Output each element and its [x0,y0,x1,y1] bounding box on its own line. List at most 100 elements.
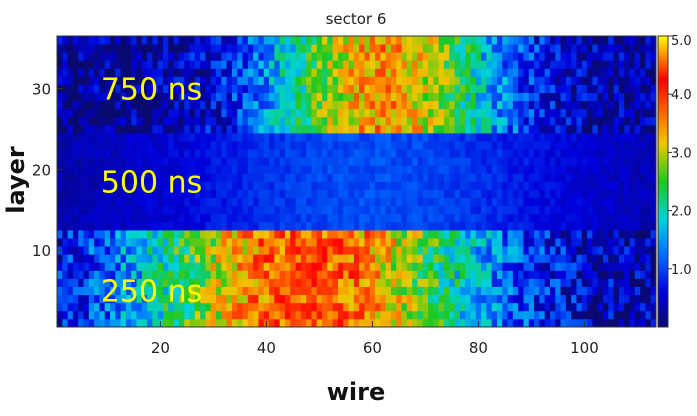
heatmap-cell [269,270,275,279]
heatmap-cell [205,44,212,53]
heatmap-cell [475,213,482,223]
heatmap-cell [634,92,641,102]
heatmap-cell [184,254,190,263]
heatmap-cell [417,246,424,255]
heatmap-cell [512,133,519,142]
heatmap-cell [560,318,567,328]
heatmap-cell [157,92,164,102]
heatmap-cell [78,68,84,77]
heatmap-cell [412,189,418,199]
heatmap-cell [295,205,302,215]
heatmap-cell [189,302,196,312]
heatmap-cell [168,76,175,85]
heatmap-cell [125,238,132,247]
heatmap-cell [316,60,323,69]
heatmap-cell [459,294,466,304]
heatmap-cell [507,44,514,53]
heatmap-cell [152,92,159,102]
heatmap-cell [523,189,530,199]
heatmap-cell [125,76,132,85]
heatmap-cell [454,262,461,271]
heatmap-cell [205,92,212,102]
heatmap-cell [518,141,524,150]
heatmap-cell [465,52,471,61]
heatmap-cell [184,230,190,239]
heatmap-cell [242,108,249,118]
heatmap-cell [104,189,111,199]
heatmap-cell [141,165,148,174]
heatmap-cell [523,197,530,207]
heatmap-cell [369,286,376,296]
heatmap-cell [189,108,196,118]
heatmap-cell [443,230,450,239]
heatmap-cell [640,286,646,296]
heatmap-cell [523,116,530,126]
heatmap-cell [422,286,429,296]
heatmap-cell [645,286,652,296]
heatmap-cell [443,302,450,312]
heatmap-cell [83,44,90,53]
heatmap-cell [549,213,556,223]
heatmap-cell [592,157,599,166]
heatmap-cell [300,76,307,85]
heatmap-cell [385,205,392,215]
heatmap-cell [544,76,551,85]
heatmap-cell [364,286,371,296]
heatmap-cell [502,221,508,231]
heatmap-cell [83,254,90,263]
heatmap-cell [62,124,68,134]
heatmap-cell [62,197,68,207]
heatmap-cell [602,254,609,263]
heatmap-cell [284,270,291,279]
heatmap-cell [67,116,74,126]
heatmap-cell [184,141,190,150]
heatmap-cell [57,230,63,239]
heatmap-cell [613,286,620,296]
heatmap-cell [337,238,344,247]
heatmap-cell [152,246,159,255]
heatmap-cell [650,246,657,255]
heatmap-cell [438,238,445,247]
heatmap-cell [269,246,275,255]
heatmap-cell [375,238,381,247]
heatmap-cell [263,108,270,118]
heatmap-cell [210,133,217,142]
heatmap-cell [396,270,402,279]
heatmap-cell [131,310,137,320]
heatmap-cell [496,124,503,134]
heatmap-cell [253,100,259,110]
heatmap-cell [523,181,530,190]
heatmap-cell [475,310,482,320]
heatmap-cell [67,278,74,287]
heatmap-cell [194,76,201,85]
heatmap-cell [449,76,455,85]
heatmap-cell [221,141,228,150]
heatmap-cell [141,238,148,247]
heatmap-cell [618,60,625,69]
heatmap-cell [110,157,116,166]
heatmap-cell [131,149,137,158]
heatmap-cell [602,262,609,271]
heatmap-cell [528,189,535,199]
heatmap-cell [507,100,514,110]
heatmap-cell [306,213,312,223]
heatmap-cell [613,246,620,255]
heatmap-cell [565,294,572,304]
heatmap-cell [475,286,482,296]
heatmap-cell [406,205,413,215]
heatmap-cell [645,68,652,77]
heatmap-cell [163,246,169,255]
heatmap-cell [549,141,556,150]
heatmap-cell [587,165,593,174]
heatmap-cell [184,76,190,85]
heatmap-cell [200,278,206,287]
heatmap-cell [618,205,625,215]
heatmap-cell [459,238,466,247]
heatmap-cell [242,76,249,85]
heatmap-cell [502,197,508,207]
heatmap-cell [115,230,122,239]
heatmap-cell [555,157,561,166]
heatmap-cell [496,52,503,61]
heatmap-cell [380,197,387,207]
heatmap-cell [449,149,455,158]
